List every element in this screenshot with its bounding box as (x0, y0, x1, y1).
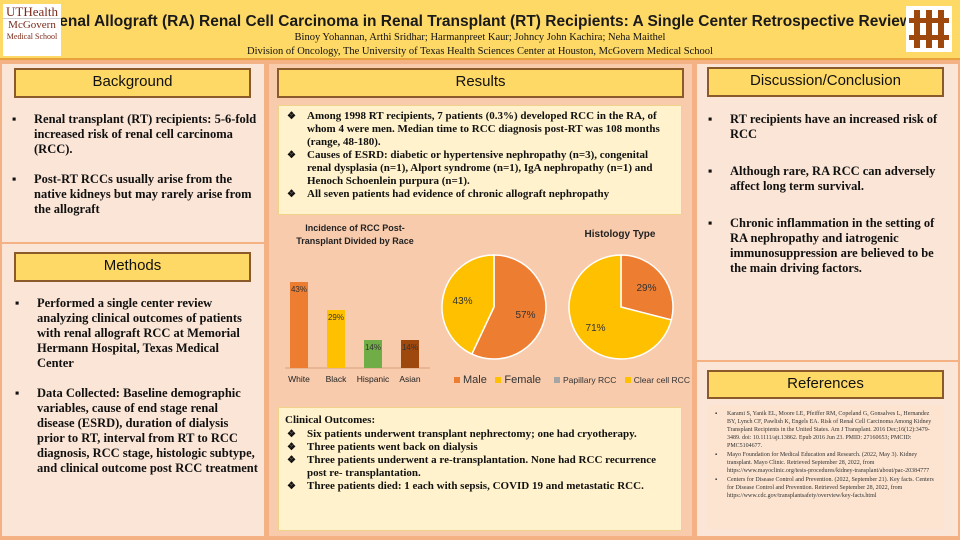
methods-heading: Methods (14, 252, 251, 282)
results-box: Among 1998 RT recipients, 7 patients (0.… (278, 105, 682, 215)
divider (697, 360, 958, 362)
list-item: Post-RT RCCs usually arise from the nati… (12, 172, 258, 217)
list-item: Data Collected: Baseline demographic var… (15, 386, 258, 476)
legend-label: Female (504, 374, 542, 386)
reference-item: Karami S, Yanik EL, Moore LE, Pfeiffer R… (713, 410, 938, 450)
reference-item: Centers for Disease Control and Preventi… (713, 476, 938, 500)
background-heading: Background (14, 68, 251, 98)
data-label: 29% (636, 283, 656, 294)
bar-chart-title: Incidence of RCC Post-Transplant Divided… (296, 223, 414, 246)
tick-label: Asian (399, 374, 421, 384)
data-label: 14% (365, 343, 381, 352)
gender-legend: Male Female (448, 374, 541, 386)
clinical-outcomes-heading: Clinical Outcomes: (285, 414, 376, 426)
legend-swatch (624, 377, 631, 383)
list-item: All seven patients had evidence of chron… (285, 188, 675, 201)
background-text: Renal transplant (RT) recipients: 5-6-fo… (12, 112, 258, 232)
histology-pie-chart: 29% 71% (568, 254, 674, 360)
gender-pie-chart: 57% 43% (441, 254, 547, 360)
list-item: Three patients died: 1 each with sepsis,… (285, 480, 675, 493)
list-item: Among 1998 RT recipients, 7 patients (0.… (285, 110, 675, 149)
pie-slice (441, 254, 495, 356)
list-item: Chronic inflammation in the setting of R… (708, 216, 944, 276)
list-item: Causes of ESRD: diabetic or hypertensive… (285, 149, 675, 188)
discussion-heading: Discussion/Conclusion (707, 67, 944, 97)
emblem-logo (906, 6, 952, 52)
tick-label: Hispanic (357, 374, 390, 384)
logo-text: Medical School (6, 32, 58, 41)
authors: Binoy Yohannan, Arthi Sridhar; Harmanpre… (294, 32, 666, 43)
poster-title: Renal Allograft (RA) Renal Cell Carcinom… (48, 13, 912, 30)
bar (327, 310, 345, 368)
references-heading: References (707, 370, 944, 399)
pie-slice (620, 254, 674, 321)
data-label: 71% (586, 323, 606, 334)
divider (2, 242, 264, 244)
list-item: Three patients went back on dialysis (285, 441, 675, 454)
logo-text: McGovern (8, 19, 56, 31)
list-item: Renal transplant (RT) recipients: 5-6-fo… (12, 112, 258, 157)
histology-chart-title: Histology Type (584, 229, 656, 240)
bar (401, 340, 419, 368)
references-list: Karami S, Yanik EL, Moore LE, Pfeiffer R… (707, 405, 944, 529)
histology-legend: Papillary RCC Clear cell RCC (548, 375, 690, 385)
results-heading: Results (277, 68, 684, 98)
tick-label: Black (326, 374, 348, 384)
legend-label: Papillary RCC (563, 375, 617, 385)
tick-label: White (288, 374, 310, 384)
legend-label: Male (463, 374, 487, 386)
bar (290, 282, 308, 368)
data-label: 43% (453, 296, 473, 307)
poster-header: UTHealth McGovern Medical School Renal A… (0, 0, 960, 60)
bar (364, 340, 382, 368)
discussion-text: RT recipients have an increased risk of … (708, 112, 944, 291)
list-item: Although rare, RA RCC can adversely affe… (708, 164, 944, 194)
methods-text: Performed a single center review analyzi… (15, 296, 258, 491)
legend-label: Clear cell RCC (633, 375, 690, 385)
list-item: Three patients underwent a re-transplant… (285, 454, 675, 480)
data-label: 14% (402, 343, 418, 352)
legend-swatch (495, 377, 502, 383)
data-label: 43% (291, 285, 307, 294)
pie-slice (470, 254, 547, 360)
pie-slice (568, 254, 673, 360)
reference-item: Mayo Foundation for Medical Education an… (713, 451, 938, 475)
data-label: 57% (515, 310, 535, 321)
list-item: RT recipients have an increased risk of … (708, 112, 944, 142)
list-item: Six patients underwent transplant nephre… (285, 428, 675, 441)
affiliation: Division of Oncology, The University of … (247, 46, 713, 57)
race-bar-chart: 43% White 29% Black 14% Hispanic 14% Asian (285, 282, 430, 384)
uthealth-logo: UTHealth McGovern Medical School (3, 4, 61, 56)
data-label: 29% (328, 313, 344, 322)
logo-text: UTHealth (3, 5, 61, 19)
legend-swatch (454, 377, 460, 383)
list-item: Performed a single center review analyzi… (15, 296, 258, 371)
legend-swatch (554, 377, 560, 383)
clinical-outcomes-box: Clinical Outcomes: Six patients underwen… (278, 407, 682, 531)
